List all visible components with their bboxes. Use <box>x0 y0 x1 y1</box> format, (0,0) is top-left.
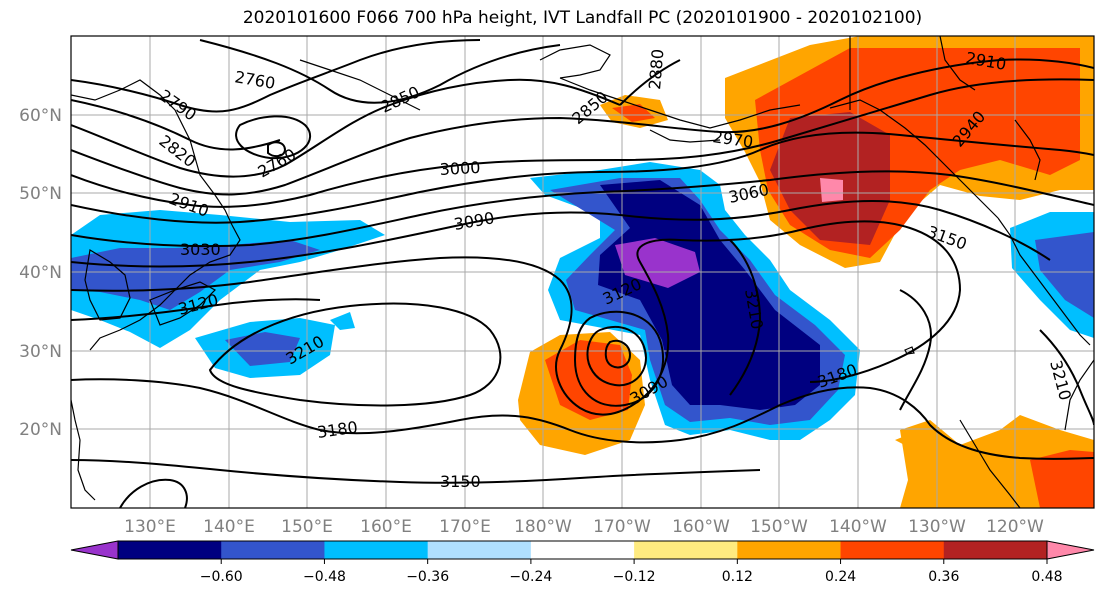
colorbar-tick-label: −0.12 <box>613 569 656 585</box>
longitude-labels: 130°E 140°E 150°E 160°E 170°E 180°W 170°… <box>124 517 1044 537</box>
colorbar-tick-label: −0.24 <box>509 569 552 585</box>
lon-label: 140°W <box>829 517 887 537</box>
lon-label: 150°E <box>281 517 333 537</box>
contour-label: 3150 <box>440 472 481 491</box>
lon-label: 160°E <box>360 517 412 537</box>
latitude-labels: 60°N 50°N 40°N 30°N 20°N <box>19 106 62 440</box>
colorbar-arrow-high <box>1047 541 1094 559</box>
colorbar-segment <box>221 541 325 559</box>
colorbar-segment <box>427 541 532 559</box>
contour-label: 2880 <box>645 48 667 90</box>
colorbar-tick-label: 0.36 <box>928 569 959 585</box>
lat-label: 60°N <box>19 106 62 126</box>
height-contours <box>71 39 1094 508</box>
lon-label: 130°E <box>124 517 176 537</box>
colorbar-segment <box>943 541 1048 559</box>
colorbar: −0.60 −0.48 −0.36 −0.24 −0.12 0.12 0.24 0.36 0.4… <box>70 540 1095 585</box>
colorbar-tick-label: 0.12 <box>722 569 753 585</box>
colorbar-segment <box>840 541 945 559</box>
colorbar-tick-label: 0.48 <box>1031 569 1062 585</box>
colorbar-segment <box>118 541 222 559</box>
lon-label: 160°W <box>672 517 730 537</box>
colorbar-segment <box>737 541 842 559</box>
colorbar-tick-label: −0.48 <box>303 569 346 585</box>
contour-label: 3030 <box>180 240 221 259</box>
colorbar-tick-label: −0.36 <box>406 569 449 585</box>
lon-label: 120°W <box>986 517 1044 537</box>
lon-label: 150°W <box>750 517 808 537</box>
colorbar-tick-label: −0.60 <box>200 569 243 585</box>
gridlines <box>71 36 1094 508</box>
lon-label: 130°W <box>908 517 966 537</box>
contour-label: 3000 <box>439 158 481 179</box>
lat-label: 30°N <box>19 342 62 362</box>
lon-label: 180°W <box>514 517 572 537</box>
colorbar-segment <box>530 541 635 559</box>
colorbar-segment <box>634 541 738 559</box>
lat-label: 20°N <box>19 420 62 440</box>
lon-label: 140°E <box>203 517 255 537</box>
map-frame <box>70 35 1095 509</box>
lon-label: 170°W <box>593 517 651 537</box>
map-title: 2020101600 F066 700 hPa height, IVT Land… <box>242 8 923 28</box>
colorbar-segment <box>324 541 429 559</box>
lon-label: 170°E <box>439 517 491 537</box>
colorbar-tick-label: 0.24 <box>825 569 856 585</box>
lat-label: 50°N <box>19 184 62 204</box>
colorbar-arrow-low <box>71 541 118 559</box>
lat-label: 40°N <box>19 263 62 283</box>
